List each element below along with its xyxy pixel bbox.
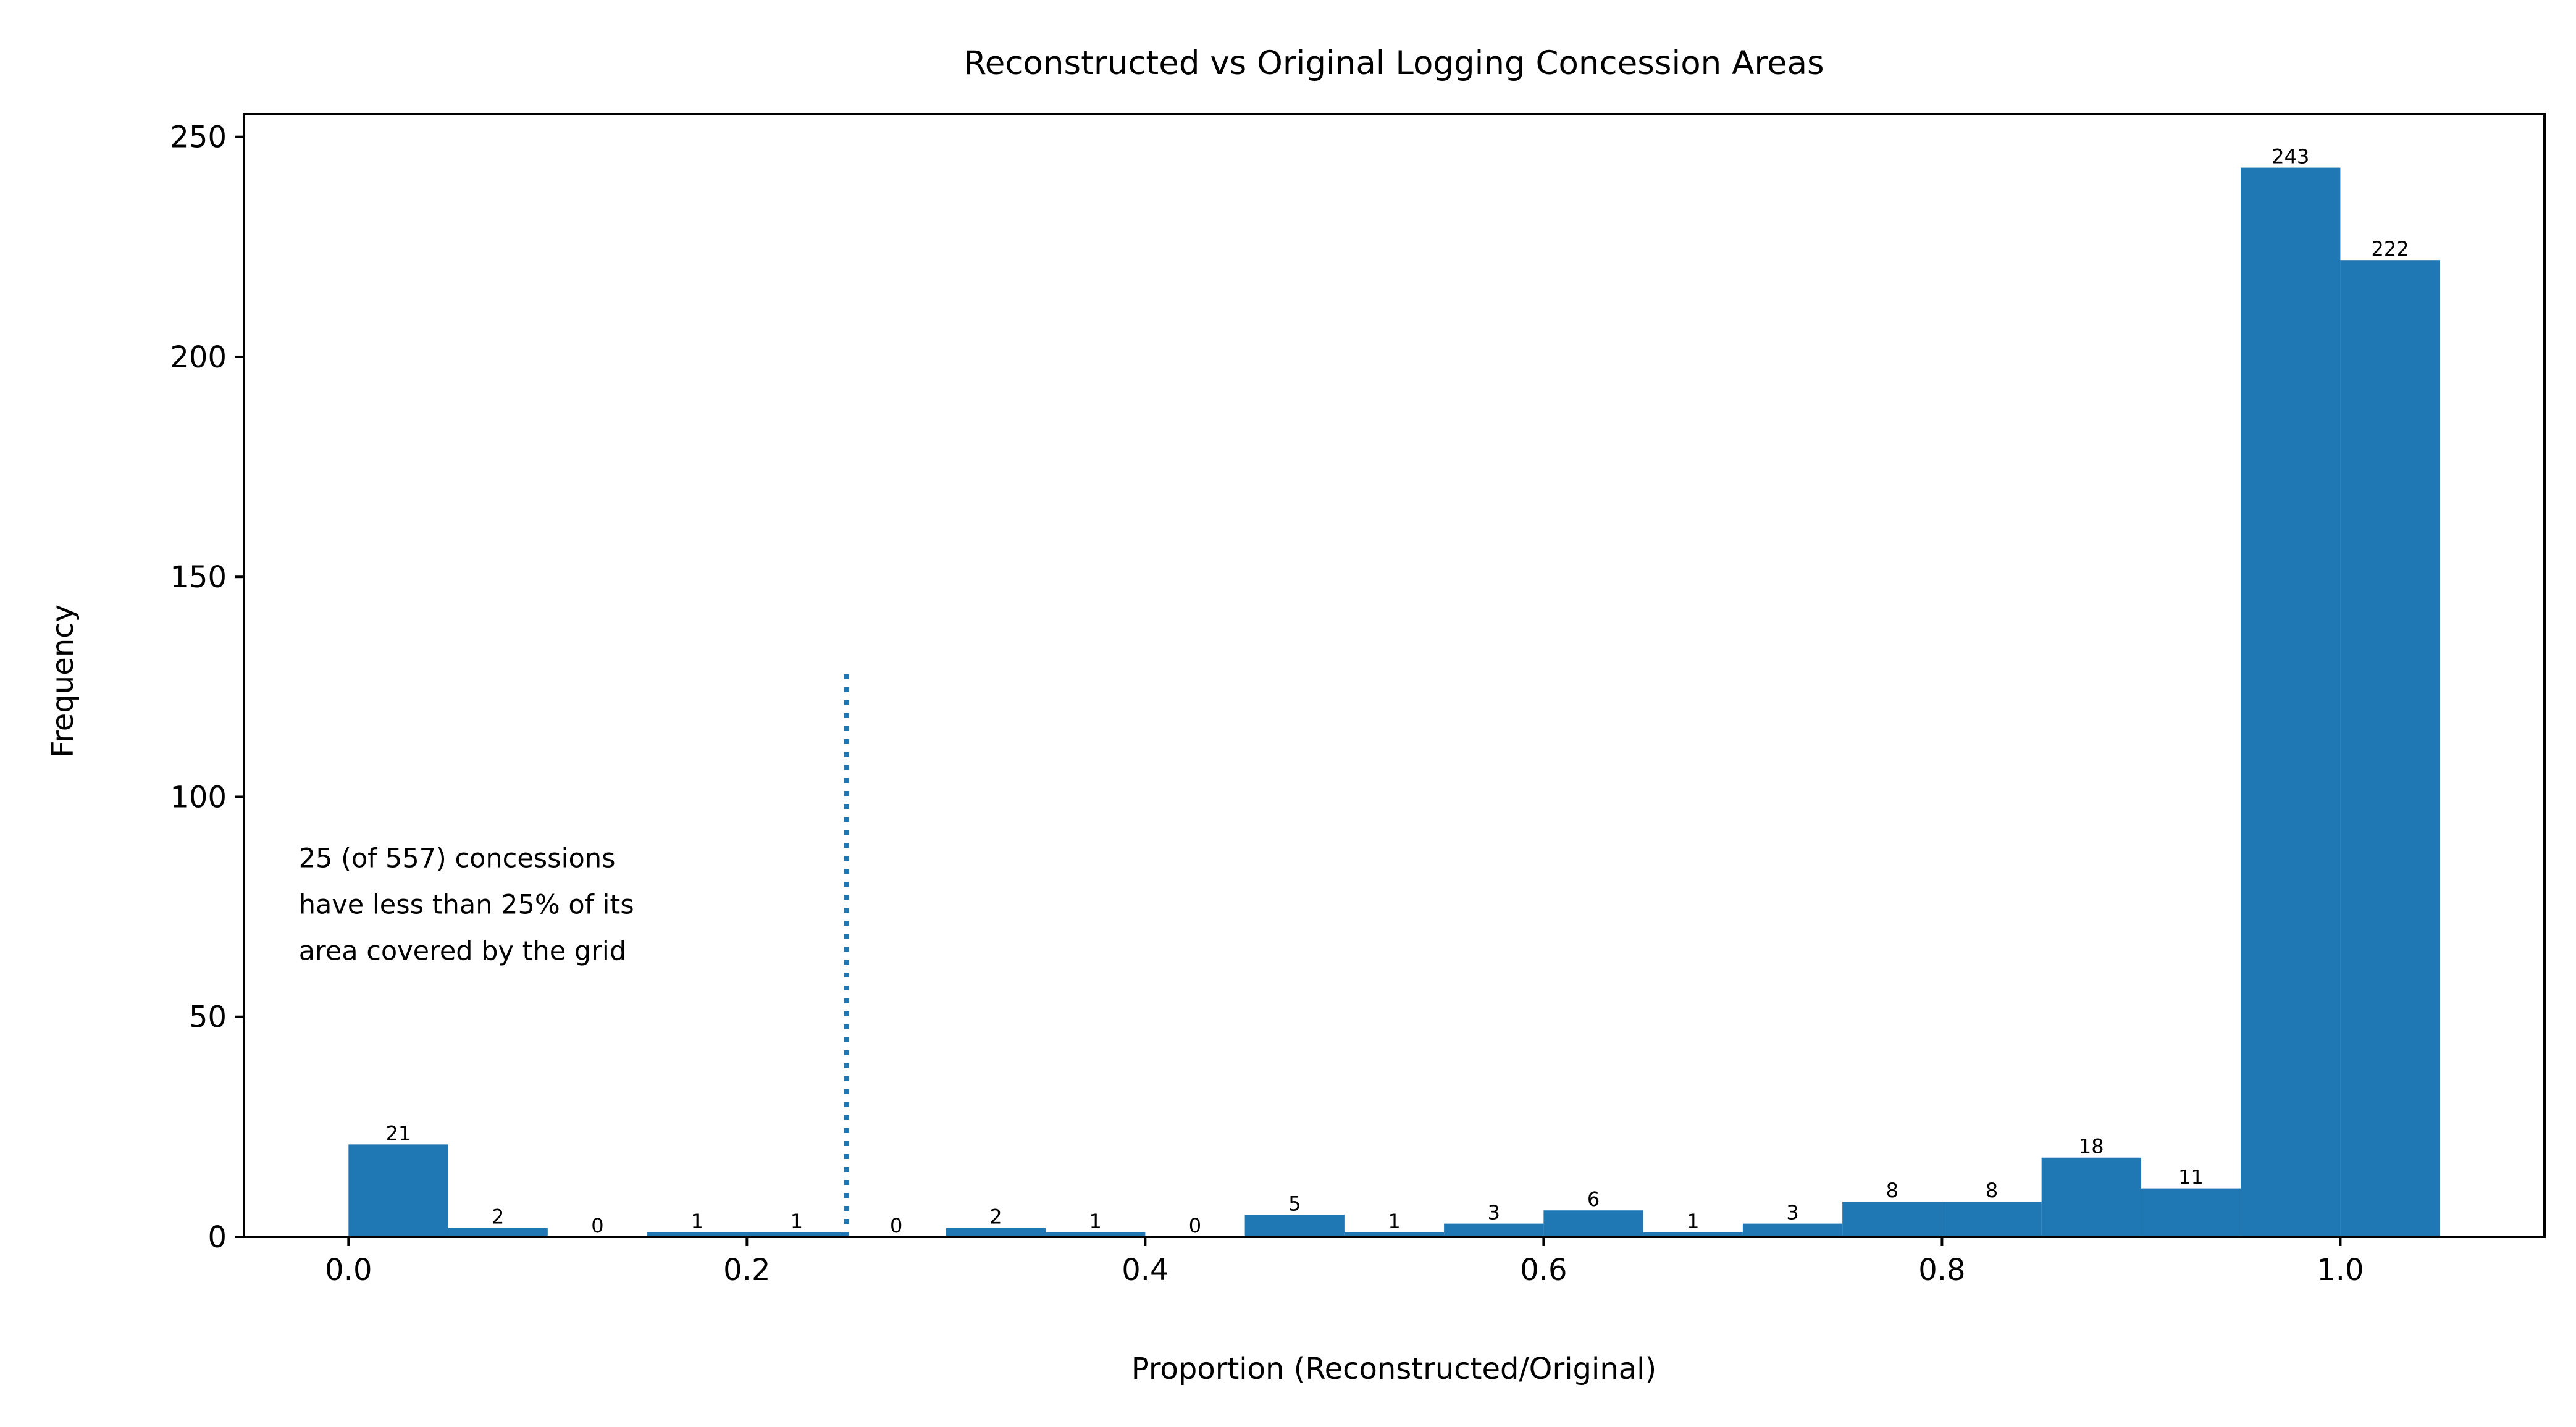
annotation-group: 25 (of 557) concessions have less than 25… xyxy=(299,843,634,966)
bar-value-label-6: 2 xyxy=(989,1205,1002,1229)
bar-value-label-11: 3 xyxy=(1488,1201,1500,1224)
bar-value-label-20: 222 xyxy=(2372,237,2409,261)
bar-value-label-17: 18 xyxy=(2079,1135,2104,1158)
bar-11 xyxy=(1444,1223,1544,1237)
bar-3 xyxy=(647,1232,747,1237)
bar-1 xyxy=(448,1228,548,1237)
bar-value-label-1: 2 xyxy=(492,1205,504,1229)
y-tick-label-4: 200 xyxy=(170,340,227,375)
bar-value-label-4: 1 xyxy=(791,1210,803,1233)
x-tick-label-2: 0.4 xyxy=(1122,1253,1168,1287)
x-tick-label-1: 0.2 xyxy=(723,1253,770,1287)
bar-value-label-16: 8 xyxy=(1986,1179,1998,1202)
x-tick-label-3: 0.6 xyxy=(1520,1253,1567,1287)
bar-19 xyxy=(2241,167,2341,1237)
bar-value-label-19: 243 xyxy=(2272,145,2309,169)
y-ticks-group: 0 50 100 150 200 250 xyxy=(170,120,244,1255)
bar-value-label-10: 1 xyxy=(1388,1210,1400,1233)
bar-17 xyxy=(2041,1157,2141,1237)
bar-12 xyxy=(1543,1210,1643,1237)
bar-16 xyxy=(1942,1201,2042,1237)
x-ticks-group: 0.0 0.2 0.4 0.6 0.8 1.0 xyxy=(325,1237,2364,1287)
plot-frame xyxy=(243,113,2546,1238)
bar-value-label-0: 21 xyxy=(386,1121,411,1145)
bar-0 xyxy=(348,1144,448,1237)
x-tick-label-5: 1.0 xyxy=(2317,1253,2364,1287)
bar-9 xyxy=(1244,1215,1345,1237)
bar-value-label-15: 8 xyxy=(1886,1179,1898,1202)
bar-13 xyxy=(1643,1232,1743,1237)
x-tick-label-0: 0.0 xyxy=(325,1253,372,1287)
bar-15 xyxy=(1842,1201,1942,1237)
bar-value-label-14: 3 xyxy=(1786,1201,1798,1224)
bar-20 xyxy=(2340,260,2440,1237)
bar-10 xyxy=(1344,1232,1445,1237)
bars-group xyxy=(348,167,2440,1237)
bar-14 xyxy=(1742,1223,1843,1237)
bar-value-label-8: 0 xyxy=(1189,1214,1201,1237)
chart-title: Reconstructed vs Original Logging Conces… xyxy=(963,44,1824,82)
bar-value-label-18: 11 xyxy=(2178,1166,2204,1189)
annotation-line-1: 25 (of 557) concessions xyxy=(299,843,616,874)
bar-value-label-7: 1 xyxy=(1089,1210,1102,1233)
x-tick-label-4: 0.8 xyxy=(1918,1253,1965,1287)
bar-18 xyxy=(2141,1188,2241,1237)
annotation-line-3: area covered by the grid xyxy=(299,935,626,966)
bar-6 xyxy=(946,1228,1046,1237)
bar-value-label-12: 6 xyxy=(1587,1187,1600,1211)
bar-value-label-13: 1 xyxy=(1687,1210,1699,1233)
x-axis-label: Proportion (Reconstructed/Original) xyxy=(1131,1352,1656,1386)
y-tick-label-2: 100 xyxy=(170,780,227,814)
bar-value-label-2: 0 xyxy=(591,1214,603,1237)
y-tick-label-0: 0 xyxy=(208,1220,227,1255)
y-axis-label: Frequency xyxy=(46,605,80,758)
bar-value-label-9: 5 xyxy=(1288,1192,1301,1215)
y-tick-label-1: 50 xyxy=(189,1000,227,1035)
bar-4 xyxy=(747,1232,847,1237)
y-tick-label-5: 250 xyxy=(170,120,227,155)
y-tick-label-3: 150 xyxy=(170,560,227,595)
bar-value-label-3: 1 xyxy=(691,1210,703,1233)
bar-value-label-5: 0 xyxy=(890,1214,902,1237)
annotation-line-2: have less than 25% of its xyxy=(299,889,634,920)
bar-7 xyxy=(1046,1232,1146,1237)
